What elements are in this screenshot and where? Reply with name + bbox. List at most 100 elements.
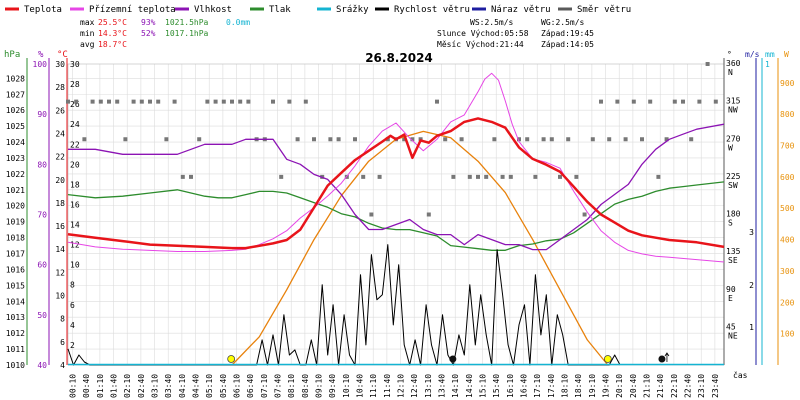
time-tick-label: 15:10 — [479, 374, 488, 398]
wind-direction-point — [648, 99, 653, 104]
wm2-tick-label: 800 — [780, 110, 795, 119]
time-tick-label: 17:40 — [547, 374, 556, 398]
time-tick-label: 02:40 — [137, 374, 146, 398]
moonrise-marker — [658, 355, 666, 363]
pct-tick-label: 100 — [33, 60, 48, 69]
dir-tick-deg: 360 — [726, 59, 741, 68]
ms-tick-label: 3 — [749, 228, 754, 237]
legend-label: Teplota — [24, 5, 62, 15]
hpa-tick-label: 1015 — [6, 281, 25, 290]
wind-tick-label: 30 — [70, 60, 80, 69]
wind-direction-point — [312, 137, 316, 142]
wm2-tick-label: 900 — [780, 79, 795, 88]
wind-tick-label: 16 — [70, 200, 80, 209]
wind-tick-label: 14 — [70, 221, 80, 230]
time-tick-label: 02:10 — [123, 374, 132, 398]
wm2-tick-label: 700 — [780, 142, 795, 151]
wind-tick-label: 24 — [70, 120, 80, 129]
wind-direction-point — [549, 137, 554, 142]
wm2-tick-label: 200 — [780, 298, 795, 307]
pct-tick-label: 60 — [37, 261, 47, 270]
stat-avg-label: avg — [80, 40, 95, 49]
wind-direction-point — [492, 137, 497, 142]
hpa-tick-label: 1025 — [6, 122, 25, 131]
time-tick-label: 01:40 — [110, 374, 119, 398]
legend-label: Vlhkost — [194, 5, 232, 15]
time-tick-label: 12:40 — [410, 374, 419, 398]
wind-direction-point — [508, 174, 513, 179]
wind-direction-point — [221, 99, 226, 104]
info-moon-set: Západ:14:05 — [541, 40, 594, 49]
degc-tick-label: 22 — [55, 153, 65, 162]
wind-direction-point — [271, 99, 275, 104]
degc-tick-label: 18 — [55, 199, 65, 208]
stat-max-rain: 0.0mm — [226, 18, 250, 27]
dir-tick-deg: 225 — [726, 172, 741, 181]
wind-direction-point — [156, 99, 161, 104]
pct-tick-label: 80 — [37, 160, 47, 169]
degc-tick-label: 6 — [60, 338, 65, 347]
wind-direction-point — [631, 99, 636, 104]
dir-tick-label: E — [728, 294, 733, 303]
wind-direction-point — [353, 137, 357, 142]
time-tick-label: 21:40 — [656, 374, 665, 398]
hpa-tick-label: 1019 — [6, 218, 25, 227]
time-tick-label: 10:10 — [342, 374, 351, 398]
info-moon-rise: Měsíc Východ:21:44 — [437, 40, 524, 49]
time-tick-label: 20:10 — [615, 374, 624, 398]
wind-tick-label: 10 — [70, 261, 80, 270]
degc-unit: °C — [57, 50, 68, 60]
time-tick-label: 01:10 — [96, 374, 105, 398]
time-tick-label: 21:10 — [643, 374, 652, 398]
ms-unit: m/s — [745, 50, 760, 59]
degc-tick-label: 8 — [60, 315, 65, 324]
wind-direction-point — [123, 137, 128, 142]
wind-direction-point — [98, 99, 103, 104]
time-tick-label: 09:40 — [328, 374, 337, 398]
wind-speed-line — [67, 244, 621, 366]
pct-unit: % — [38, 50, 44, 60]
plot-frame — [67, 63, 725, 366]
wind-direction-point — [385, 137, 390, 142]
hpa-tick-label: 1020 — [6, 202, 25, 211]
hpa-tick-label: 1027 — [6, 90, 25, 99]
degc-tick-label: 26 — [55, 106, 65, 115]
wind-direction-point — [377, 174, 382, 179]
dir-tick-deg: 135 — [726, 247, 741, 256]
sunset-marker — [603, 355, 612, 363]
plot-area — [66, 62, 725, 366]
hpa-tick-label: 1026 — [6, 106, 25, 115]
dir-tick-label: W — [728, 143, 733, 152]
wind-tick-label: 20 — [70, 160, 80, 169]
solar-radiation-line — [231, 130, 609, 366]
dir-tick-label: NW — [728, 106, 738, 115]
wind-direction-point — [328, 137, 333, 142]
wind-direction-point — [566, 137, 571, 142]
dir-tick-deg: 45 — [726, 322, 736, 331]
legend-label: Náraz větru — [491, 5, 551, 15]
time-tick-label: 20:40 — [629, 374, 638, 398]
stat-max-label: max — [80, 18, 95, 27]
hpa-tick-label: 1017 — [6, 250, 25, 259]
wind-direction-point — [681, 99, 685, 104]
time-tick-label: 07:10 — [260, 374, 269, 398]
wind-direction-point — [582, 212, 587, 217]
moonrise-arrow-icon — [664, 352, 670, 362]
svg-text:max: max — [80, 18, 95, 27]
time-tick-label: 13:40 — [438, 374, 447, 398]
time-tick-label: 05:40 — [219, 374, 228, 398]
time-axis: 00:10 00:40 01:10 01:40 02:10 02:40 03:10 03:40… — [69, 370, 748, 398]
wind-direction-point — [705, 62, 710, 66]
time-tick-label: 14:40 — [465, 374, 474, 398]
degc-tick-label: 30 — [55, 60, 65, 69]
stat-min-press: 1017.1hPa — [165, 29, 209, 38]
time-tick-label: 22:10 — [670, 374, 679, 398]
wind-tick-label: 6 — [70, 301, 75, 310]
time-tick-label: 03:10 — [151, 374, 160, 398]
wind-direction-point — [517, 137, 521, 142]
wind-direction-point — [197, 137, 202, 142]
hpa-tick-label: 1013 — [6, 313, 25, 322]
wind-direction-point — [484, 174, 489, 179]
wind-tick-label: 8 — [70, 281, 75, 290]
